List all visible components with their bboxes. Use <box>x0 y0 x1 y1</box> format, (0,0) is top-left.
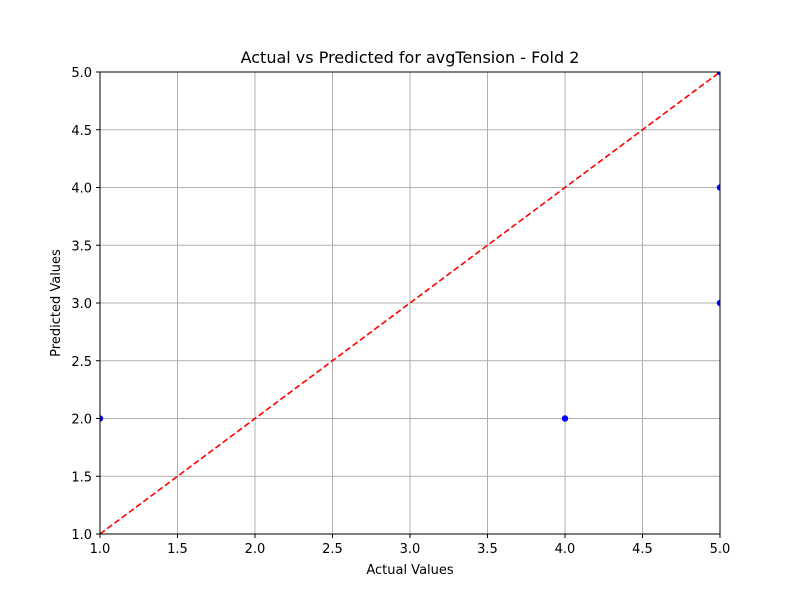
y-tick-label: 2.0 <box>71 413 92 428</box>
ticks: 1.0 1.5 2.0 2.5 3.0 3.5 4.0 4.5 5.0 1.0 1.5 2.0 2.5 3… <box>71 66 730 557</box>
x-tick-label: 3.5 <box>477 542 498 557</box>
y-tick-label: 3.0 <box>71 297 92 312</box>
scatter-point <box>716 299 720 307</box>
x-tick-label: 1.5 <box>167 542 188 557</box>
y-tick-label: 3.5 <box>71 239 92 254</box>
y-tick-label: 4.5 <box>71 124 92 139</box>
y-tick-label: 4.0 <box>71 182 92 197</box>
scatter-series <box>100 72 720 422</box>
y-tick-label: 5.0 <box>71 66 92 81</box>
x-tick-label: 2.5 <box>322 542 343 557</box>
x-tick-label: 1.0 <box>90 542 111 557</box>
reference-line <box>99 71 721 535</box>
x-tick-label: 5.0 <box>710 542 731 557</box>
series-layer <box>99 71 721 535</box>
scatter-point <box>561 415 569 422</box>
x-tick-label: 4.5 <box>632 542 653 557</box>
y-tick-label: 2.5 <box>71 355 92 370</box>
scatter-point <box>716 72 720 76</box>
scatter-point <box>100 415 104 422</box>
y-axis-label: Predicted Values <box>49 249 64 357</box>
x-tick-label: 2.0 <box>245 542 266 557</box>
y-tick-label: 1.0 <box>71 528 92 543</box>
x-tick-label: 4.0 <box>555 542 576 557</box>
x-axis-label: Actual Values <box>366 563 454 578</box>
chart-title: Actual vs Predicted for avgTension - Fol… <box>241 48 580 67</box>
scatter-point <box>716 184 720 191</box>
x-tick-label: 3.0 <box>400 542 421 557</box>
y-tick-label: 1.5 <box>71 470 92 485</box>
